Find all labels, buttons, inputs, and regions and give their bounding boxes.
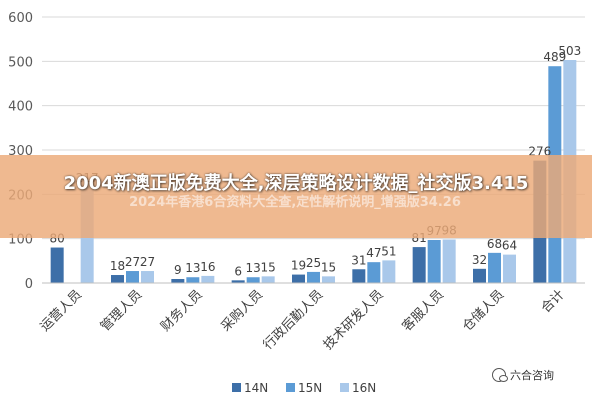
bar: [488, 252, 501, 283]
data-label: 6: [234, 264, 242, 278]
data-label: 31: [351, 253, 366, 267]
legend-swatch: [340, 383, 349, 392]
overlay-banner: [0, 155, 592, 238]
data-label: 47: [366, 246, 381, 260]
data-label: 27: [140, 255, 155, 269]
legend-label: 14N: [244, 381, 268, 395]
banner-title: 2004新澳正版免费大全,深层策略设计数据_社交版3.415: [63, 173, 529, 194]
x-tick-label: 管理人员: [98, 287, 145, 334]
data-label: 64: [502, 239, 517, 253]
bar: [126, 271, 139, 283]
bar: [292, 274, 305, 283]
data-label: 489: [543, 50, 566, 64]
data-label: 16: [200, 260, 215, 274]
watermark-text: 六合咨询: [510, 369, 554, 382]
y-tick-label: 600: [8, 11, 33, 26]
bar: [111, 275, 124, 283]
bar: [141, 271, 154, 283]
bar: [442, 239, 456, 283]
bar: [231, 280, 245, 283]
x-tick-label: 财务人员: [158, 287, 206, 335]
bar: [412, 247, 426, 283]
data-label: 32: [472, 253, 487, 267]
data-label: 68: [487, 237, 502, 251]
y-tick-label: 0: [25, 277, 33, 292]
data-label: 27: [125, 255, 140, 269]
x-tick-label: 合计: [539, 287, 568, 316]
bar: [473, 268, 486, 283]
legend-swatch: [232, 383, 241, 392]
banner-subtitle: 2024年香港6合资料大全查,定性解析说明_增强版34.26: [129, 195, 461, 210]
y-tick-label: 500: [8, 55, 33, 70]
data-label: 15: [261, 260, 276, 274]
x-tick-label: 行政后勤人员: [261, 287, 327, 353]
legend-swatch: [286, 383, 295, 392]
bar: [322, 276, 335, 283]
bar: [50, 247, 64, 283]
bar: [307, 271, 320, 283]
wechat-icon: [492, 368, 508, 382]
bar: [382, 260, 396, 283]
bar: [503, 254, 516, 283]
y-axis: 0100200300400500600: [8, 11, 33, 292]
bar: [171, 279, 185, 283]
bar: [186, 277, 200, 283]
bar: [427, 239, 441, 283]
data-label: 15: [321, 260, 336, 274]
bar: [261, 276, 275, 283]
x-tick-label: 运营人员: [38, 287, 85, 334]
data-label: 25: [306, 256, 321, 270]
x-tick-label: 采购人员: [218, 287, 266, 335]
legend-label: 16N: [352, 381, 376, 395]
data-label: 51: [381, 244, 396, 258]
x-tick-label: 技术研发人员: [320, 287, 386, 353]
bar: [246, 277, 260, 283]
watermark: 六合咨询: [492, 365, 554, 385]
legend: 14N 15N 16N: [232, 381, 376, 395]
x-tick-label: 客服人员: [399, 287, 447, 335]
data-label: 18: [110, 259, 125, 273]
data-label: 19: [291, 259, 306, 273]
bar: [352, 269, 366, 283]
data-label: 13: [185, 261, 200, 275]
y-tick-label: 400: [8, 100, 33, 115]
bar: [201, 275, 215, 283]
data-label: 9: [174, 263, 182, 277]
x-tick-label: 仓储人员: [460, 287, 507, 334]
bar: [367, 262, 381, 283]
data-label: 503: [558, 44, 581, 58]
data-label: 13: [246, 261, 261, 275]
legend-label: 15N: [298, 381, 322, 395]
